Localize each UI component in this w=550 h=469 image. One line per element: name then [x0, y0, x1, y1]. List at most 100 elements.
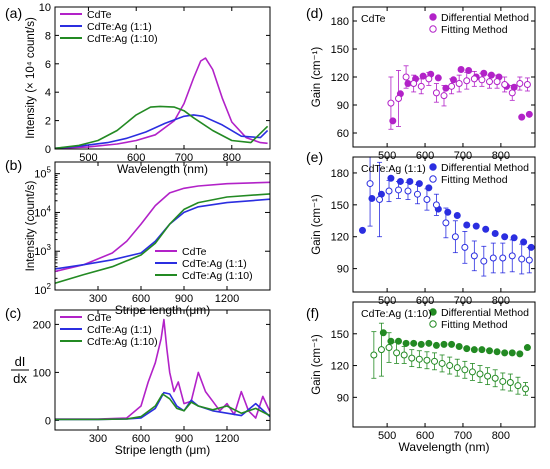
point-filled [470, 346, 478, 354]
x-tick-label: 700 [175, 152, 193, 164]
point-open [470, 75, 478, 83]
point-filled [387, 337, 395, 345]
point-open [508, 252, 516, 260]
y-tick-label: 102 [34, 282, 51, 297]
x-tick-label: 600 [127, 152, 145, 164]
point-open [518, 255, 526, 263]
x-tick-label: 800 [492, 295, 510, 307]
x-axis-label: Wavelength (nm) [399, 440, 490, 454]
point-filled [448, 340, 456, 348]
point-open [470, 252, 478, 260]
x-tick-label: 1200 [215, 433, 239, 445]
point-open [484, 372, 492, 380]
point-open [400, 351, 408, 359]
legend-label: CdTe [87, 312, 112, 324]
y-tick-label: 0 [45, 415, 51, 427]
point-filled [396, 177, 404, 185]
point-open [404, 187, 412, 195]
point-filled [463, 345, 471, 353]
point-filled [520, 238, 528, 246]
panel-annotation: CdTe:Ag (1:10) [361, 308, 432, 320]
series-line [55, 114, 269, 149]
point-open [476, 370, 484, 378]
point-filled [486, 347, 493, 355]
y-tick-label: 90 [337, 264, 349, 276]
point-filled [406, 177, 414, 185]
point-filled [404, 80, 412, 88]
plot-frame [352, 301, 536, 428]
point-filled [510, 234, 518, 242]
point-open [432, 201, 440, 209]
y-tick-label: 100 [33, 367, 51, 379]
point-filled [440, 340, 448, 348]
point-filled [453, 211, 461, 219]
y-tick-label: 2 [45, 116, 51, 128]
x-tick-label: 300 [89, 433, 107, 445]
y-tick-exponent: 5 [47, 166, 52, 175]
legend-label: CdTe [182, 246, 207, 258]
point-filled [516, 350, 524, 358]
y-tick-label: 150 [331, 200, 349, 212]
y-tick-label: 180 [331, 168, 349, 180]
plot-frame [54, 309, 271, 431]
point-filled [508, 349, 516, 357]
point-open [395, 186, 402, 194]
point-open [440, 92, 448, 100]
x-tick-label: 800 [223, 152, 241, 164]
point-open [480, 257, 488, 265]
legend-label: Differential Method [441, 307, 529, 319]
point-open [455, 80, 463, 88]
panel-annotation: CdTe [361, 13, 386, 25]
legend-label: Fitting Method [441, 174, 508, 186]
y-tick-label: 150 [331, 329, 349, 341]
point-open [385, 344, 393, 352]
point-filled [501, 233, 509, 241]
point-filled [449, 76, 457, 84]
point-open [506, 379, 514, 387]
legend-marker [429, 175, 437, 183]
x-tick-label: 500 [79, 152, 97, 164]
point-filled [368, 194, 376, 202]
panel-f: (f) 500 600 700 800 90 120 150 Differential Meth… [306, 301, 536, 454]
y-axis-label-numerator: dI [15, 354, 26, 369]
series-line [55, 193, 270, 284]
y-axis-label: Gain (cm⁻¹) [311, 47, 323, 108]
x-tick-label: 500 [378, 430, 396, 442]
point-filled [457, 66, 465, 74]
x-tick-label: 300 [89, 293, 107, 305]
point-open [461, 243, 469, 251]
y-axis-label: Gain (cm⁻¹) [311, 334, 323, 395]
plot-frame [352, 6, 536, 148]
point-filled [432, 341, 440, 349]
point-filled [419, 72, 427, 80]
point-filled [444, 208, 452, 216]
point-filled [472, 222, 480, 230]
point-open [468, 368, 476, 376]
legend-label: CdTe:Ag (1:10) [87, 336, 158, 348]
x-axis-label: Wavelength (nm) [117, 162, 208, 176]
point-open [501, 80, 509, 88]
point-open [453, 364, 461, 372]
y-tick-exponent: 3 [47, 243, 52, 252]
legend-label: Fitting Method [441, 319, 508, 331]
point-open [493, 78, 501, 86]
legend-label: CdTe:Ag (1:1) [87, 21, 152, 33]
point-open [522, 385, 530, 393]
point-filled [523, 344, 531, 352]
point-open [410, 80, 418, 88]
point-filled [482, 225, 490, 233]
point-open [423, 356, 431, 364]
point-filled [527, 243, 535, 251]
panel-label: (d) [306, 5, 323, 21]
point-open [463, 77, 471, 85]
point-open [442, 219, 450, 227]
point-open [395, 94, 402, 102]
y-tick-label: 90 [337, 100, 349, 112]
point-filled [402, 339, 410, 347]
point-open [508, 89, 516, 97]
point-open [438, 359, 446, 367]
point-open [417, 82, 425, 90]
y-tick-label: 90 [337, 392, 349, 404]
point-open [385, 187, 393, 195]
legend-label: CdTe:Ag (1:1) [182, 258, 247, 270]
